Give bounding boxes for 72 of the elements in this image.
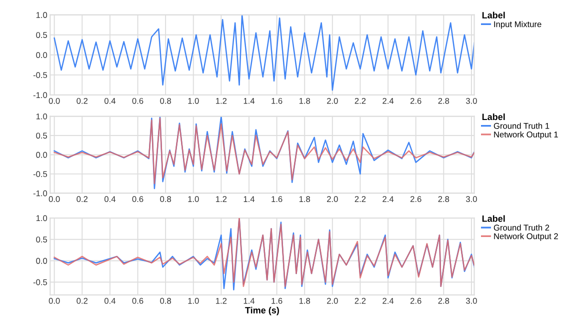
x-tick-label: 2.0 — [327, 298, 338, 304]
x-tick-label: 1.4 — [244, 196, 255, 202]
legend-title: Label — [482, 113, 505, 120]
x-tick-label: 0.0 — [48, 98, 60, 104]
line-series — [54, 14, 474, 91]
y-tick-label: -1.0 — [33, 190, 48, 196]
x-tick-label: 1.2 — [216, 98, 227, 104]
x-tick-label: 0.0 — [48, 298, 60, 304]
y-tick-label: 1.0 — [36, 12, 48, 18]
x-tick-label: 2.2 — [354, 98, 366, 104]
legend-label: Network Output 2 — [494, 233, 558, 241]
x-tick-label: 0.6 — [132, 98, 144, 104]
x-axis-title: Time (s) — [245, 306, 279, 316]
x-tick-label: 2.0 — [327, 196, 338, 202]
x-tick-label: 3.0 — [466, 196, 477, 202]
x-tick-label: 2.6 — [410, 298, 422, 304]
x-tick-label: 0.2 — [76, 298, 88, 304]
x-tick-label: 2.2 — [354, 196, 366, 202]
y-tick-label: 1.0 — [36, 113, 48, 120]
x-tick-label: 2.4 — [382, 298, 394, 304]
y-tick-label: -0.5 — [33, 279, 48, 286]
x-tick-label: 3.0 — [466, 98, 477, 104]
y-tick-label: 0.0 — [36, 152, 48, 158]
legend-title: Label — [482, 12, 505, 18]
x-tick-label: 1.4 — [244, 98, 255, 104]
x-tick-label: 1.6 — [272, 196, 282, 202]
x-tick-label: 2.8 — [438, 98, 450, 104]
y-tick-label: 1.0 — [36, 215, 48, 222]
x-tick-label: 1.8 — [299, 298, 310, 304]
x-tick-label: 0.8 — [160, 298, 171, 304]
x-tick-label: 0.6 — [132, 196, 144, 202]
x-tick-label: 0.8 — [160, 98, 171, 104]
x-tick-label: 2.6 — [410, 98, 422, 104]
legend-label: Input Mixture — [494, 21, 542, 29]
x-tick-label: 0.2 — [76, 98, 88, 104]
x-tick-label: 1.8 — [299, 196, 310, 202]
y-tick-label: -0.5 — [33, 72, 48, 78]
text: Network Output 1 — [494, 131, 558, 140]
x-tick-label: 1.0 — [188, 98, 199, 104]
x-tick-label: 0.0 — [48, 196, 60, 202]
y-tick-label: -1.0 — [33, 92, 48, 98]
x-tick-label: 0.2 — [76, 196, 88, 202]
x-tick-label: 2.4 — [382, 196, 394, 202]
x-tick-label: 0.8 — [160, 196, 171, 202]
text: Ground Truth 1 — [494, 122, 550, 129]
legend-label: Ground Truth 2 — [494, 224, 550, 231]
x-tick-label: 3.0 — [466, 298, 477, 304]
y-tick-label: -0.5 — [33, 171, 48, 178]
x-tick-label: 1.8 — [299, 98, 310, 104]
x-tick-label: 1.2 — [216, 196, 227, 202]
x-tick-label: 1.0 — [188, 298, 199, 304]
x-tick-label: 2.6 — [410, 196, 422, 202]
y-tick-label: 0.0 — [36, 258, 48, 264]
x-tick-label: 1.6 — [272, 298, 282, 304]
x-tick-label: 1.6 — [272, 98, 282, 104]
x-tick-label: 0.4 — [104, 298, 116, 304]
x-tick-label: 2.8 — [438, 196, 450, 202]
x-tick-label: 2.0 — [327, 98, 338, 104]
y-tick-label: 0.5 — [36, 236, 48, 242]
x-tick-label: 1.0 — [188, 196, 199, 202]
x-tick-label: 1.4 — [244, 298, 255, 304]
x-tick-label: 0.4 — [104, 98, 116, 104]
x-tick-label: 2.2 — [354, 298, 366, 304]
y-tick-label: 0.5 — [36, 132, 48, 139]
legend-title: Label — [482, 215, 505, 222]
x-tick-label: 2.8 — [438, 298, 450, 304]
y-tick-label: 0.0 — [36, 52, 48, 58]
x-tick-label: 1.2 — [216, 298, 227, 304]
x-tick-label: 0.6 — [132, 298, 144, 304]
x-tick-label: 0.4 — [104, 196, 116, 202]
x-tick-label: 2.4 — [382, 98, 394, 104]
y-tick-label: 0.5 — [36, 32, 48, 38]
